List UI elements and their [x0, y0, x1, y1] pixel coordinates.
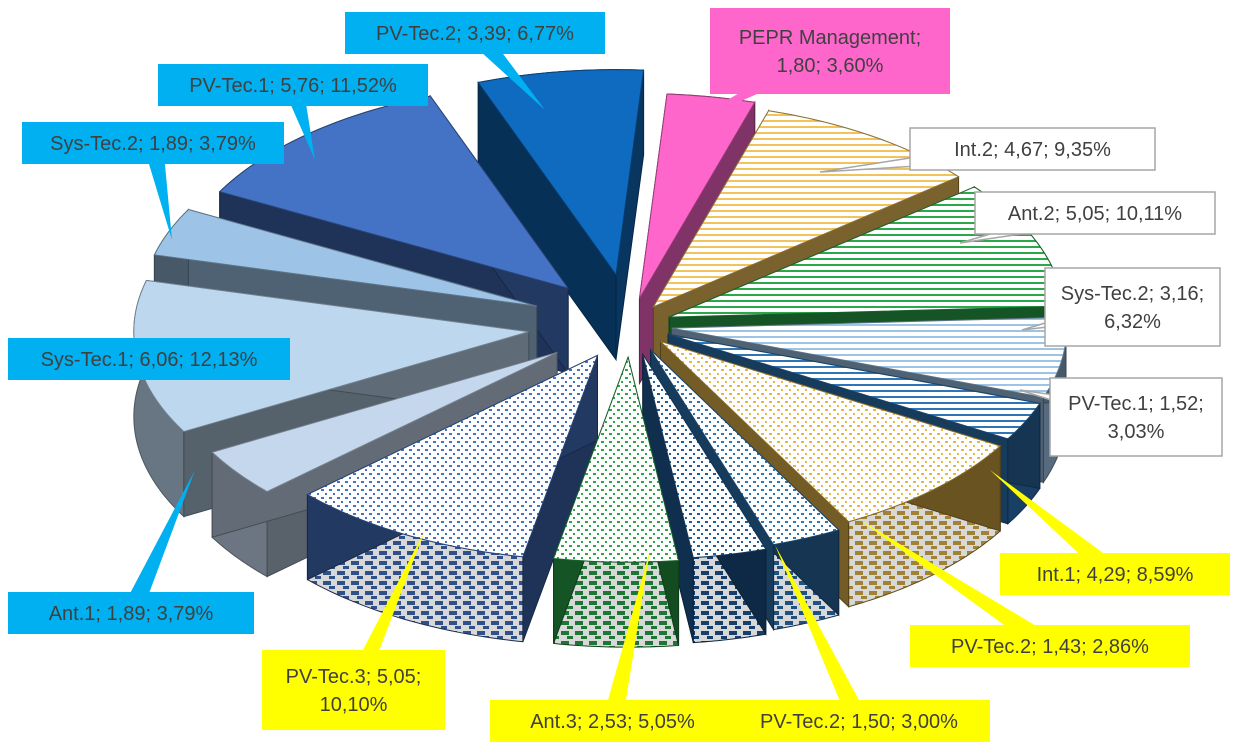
data-label: PV-Tec.3; 5,05; 10,10% [262, 530, 445, 730]
data-label-text: PV-Tec.1; 5,76; 11,52% [189, 75, 397, 97]
data-label-text: PV-Tec.2; 1,43; 2,86% [951, 636, 1149, 658]
data-label-text: PV-Tec.2; 1,50; 3,00% [760, 711, 958, 733]
data-label: Sys-Tec.2; 3,16; 6,32% [1021, 267, 1221, 347]
data-label-text: PV-Tec.2; 3,39; 6,77% [376, 23, 574, 45]
pie-slice [642, 352, 767, 644]
data-label-text: Sys-Tec.1; 6,06; 12,13% [41, 349, 258, 371]
data-label: Ant.3; 2,53; 5,05% [490, 550, 735, 742]
data-label-text: Ant.2; 5,05; 10,11% [1008, 203, 1182, 225]
data-label: Sys-Tec.2; 1,89; 3,79% [22, 122, 284, 240]
data-label-text: Sys-Tec.2; 3,16; [1061, 283, 1204, 305]
data-label-text: PEPR Management; [739, 27, 921, 49]
callouts-layer: PEPR Management; 1,80; 3,60% Int.2; 4,67; … [8, 8, 1230, 742]
data-label-text: Ant.3; 2,53; 5,05% [530, 711, 695, 733]
data-label: PV-Tec.2; 1,43; 2,86% [860, 520, 1190, 667]
data-label-text: 10,10% [320, 694, 388, 716]
data-label-text: Ant.1; 1,89; 3,79% [49, 603, 214, 625]
data-label: PV-Tec.1; 1,52; 3,03% [1019, 377, 1223, 457]
data-label-text: Int.1; 4,29; 8,59% [1037, 564, 1194, 586]
data-label: Int.2; 4,67; 9,35% [819, 127, 1156, 173]
data-label-text: 3,03% [1108, 421, 1165, 443]
pie-slice [306, 354, 599, 643]
data-label: PEPR Management; 1,80; 3,60% [680, 8, 950, 128]
data-label-text: Sys-Tec.2; 1,89; 3,79% [50, 133, 256, 155]
data-label-text: Int.2; 4,67; 9,35% [954, 139, 1111, 161]
data-label-text: 6,32% [1104, 311, 1161, 333]
data-label: Sys-Tec.1; 6,06; 12,13% [8, 338, 290, 380]
data-label-text: PV-Tec.1; 1,52; [1068, 393, 1204, 415]
pie-slice [477, 69, 645, 362]
data-label: Int.1; 4,29; 8,59% [990, 470, 1230, 595]
data-label: PV-Tec.2; 3,39; 6,77% [345, 12, 605, 111]
slices-layer [133, 69, 1068, 648]
data-label-text: PV-Tec.3; 5,05; [286, 666, 422, 688]
pie-slice [552, 355, 680, 648]
data-label-text: 1,80; 3,60% [777, 55, 884, 77]
data-label: Ant.2; 5,05; 10,11% [959, 191, 1216, 244]
data-label: Ant.1; 1,89; 3,79% [8, 470, 254, 634]
data-label: PV-Tec.2; 1,50; 3,00% [728, 545, 990, 742]
data-label: PV-Tec.1; 5,76; 11,52% [158, 64, 428, 160]
